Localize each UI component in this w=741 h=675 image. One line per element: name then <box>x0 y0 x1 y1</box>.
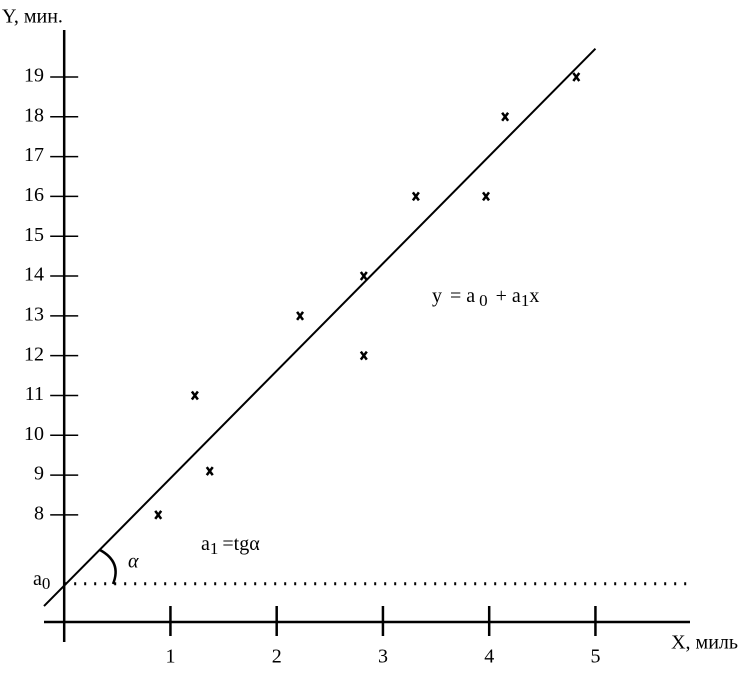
slope-part: =tgα <box>222 533 260 555</box>
point <box>572 72 581 82</box>
point <box>501 112 510 122</box>
eq-part: y <box>432 285 442 307</box>
y-tick-label: 13 <box>24 303 44 325</box>
y-tick-label: 17 <box>24 144 44 166</box>
equation: y = a 0 + a1x <box>432 285 539 310</box>
angle-label: α <box>128 551 139 573</box>
point <box>205 466 214 476</box>
point <box>190 390 199 401</box>
y-tick-label: 19 <box>24 65 44 87</box>
y-tick-label: 14 <box>24 264 44 286</box>
slope-note: a1 =tgα <box>201 533 260 558</box>
point <box>482 191 490 202</box>
y-tick-label: 8 <box>34 503 44 525</box>
point <box>411 191 420 202</box>
y-axis-label: Y, мин. <box>2 6 63 28</box>
eq-part: x <box>529 285 539 307</box>
y-tick-label: 16 <box>24 184 44 206</box>
y-tick-label: 11 <box>25 383 44 405</box>
x-axis-label: X, миль <box>671 632 738 654</box>
slope-part: a <box>201 533 210 555</box>
point <box>154 510 163 520</box>
x-tick-label: 5 <box>590 646 600 668</box>
x-tick-label: 2 <box>272 646 282 668</box>
y-tick-label: 9 <box>34 463 44 485</box>
eq-part: + a <box>496 285 521 307</box>
x-tick-label: 1 <box>165 646 175 668</box>
point <box>359 350 368 361</box>
point <box>296 311 305 321</box>
eq-part: 0 <box>479 291 488 310</box>
a0-label: a0 <box>33 568 50 593</box>
eq-part: 1 <box>521 291 530 310</box>
y-tick-label: 15 <box>24 224 44 246</box>
x-tick-label: 3 <box>378 646 388 668</box>
fit-line <box>43 48 597 607</box>
y-tick-label: 10 <box>24 423 44 445</box>
angle-arc <box>99 548 117 585</box>
y-tick-label: 18 <box>24 104 44 126</box>
eq-part: = a <box>450 285 475 307</box>
slope-part: 1 <box>210 539 219 558</box>
a0-part: 0 <box>42 574 51 593</box>
y-tick-label: 12 <box>24 343 44 365</box>
point <box>359 271 368 281</box>
a0-part: a <box>33 568 42 590</box>
x-tick-label: 4 <box>484 646 494 668</box>
